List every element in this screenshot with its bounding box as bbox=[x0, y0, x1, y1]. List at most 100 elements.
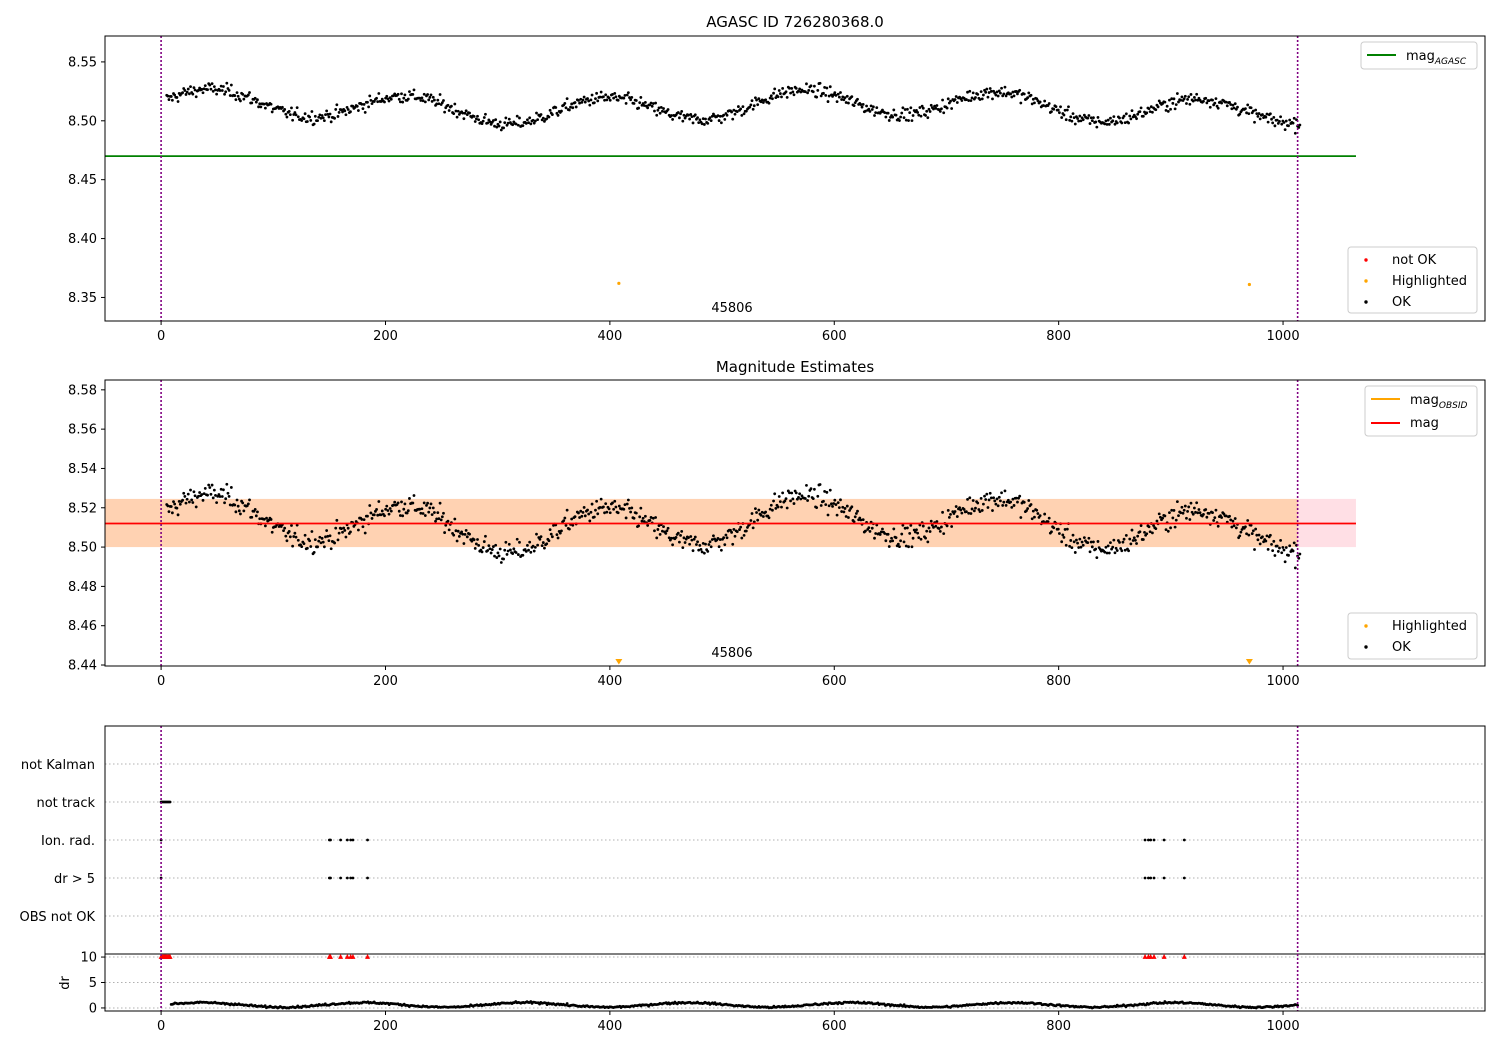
ok-point bbox=[1090, 119, 1094, 123]
ok-point bbox=[1231, 519, 1235, 523]
ok-point bbox=[524, 121, 528, 125]
ok-point bbox=[891, 539, 895, 543]
ok-point bbox=[659, 105, 663, 109]
ok-point bbox=[1104, 545, 1108, 549]
ok-point bbox=[429, 93, 433, 97]
ok-point bbox=[1251, 529, 1255, 533]
ok-point bbox=[480, 122, 484, 126]
ok-point bbox=[649, 101, 653, 105]
ok-point bbox=[684, 537, 688, 541]
ok-point bbox=[328, 112, 332, 116]
ok-point bbox=[181, 498, 184, 502]
ok-point bbox=[1086, 116, 1090, 120]
ok-point bbox=[428, 95, 432, 99]
ok-point bbox=[695, 543, 698, 546]
ok-point bbox=[1010, 95, 1014, 99]
ok-point bbox=[843, 507, 847, 510]
ok-point bbox=[1166, 109, 1170, 113]
ok-point bbox=[924, 114, 927, 117]
ok-point bbox=[958, 506, 961, 510]
ok-point bbox=[679, 112, 682, 116]
ok-point bbox=[1064, 118, 1068, 122]
ok-point bbox=[924, 536, 927, 540]
ok-point bbox=[901, 523, 905, 527]
magnitude-ytick-label: 8.44 bbox=[68, 659, 97, 674]
ok-point bbox=[263, 524, 267, 528]
dr-above-threshold-marker bbox=[1151, 954, 1157, 959]
ok-point bbox=[236, 504, 240, 508]
ok-point bbox=[1056, 108, 1060, 112]
ok-point bbox=[1185, 516, 1188, 520]
ok-point bbox=[293, 111, 297, 114]
ok-point bbox=[780, 505, 783, 509]
ok-point bbox=[1056, 527, 1060, 531]
ok-point bbox=[531, 118, 535, 122]
ok-point bbox=[1188, 102, 1192, 106]
ok-point bbox=[503, 548, 507, 552]
ok-point bbox=[516, 553, 520, 556]
ok-point bbox=[454, 109, 458, 113]
ok-point bbox=[191, 501, 195, 504]
dr-above-threshold-marker bbox=[167, 954, 173, 959]
ok-point bbox=[738, 528, 741, 531]
ok-point bbox=[682, 536, 686, 540]
ok-point bbox=[623, 503, 627, 507]
ok-point bbox=[1136, 534, 1140, 538]
ok-point bbox=[357, 528, 360, 532]
ok-point bbox=[886, 111, 890, 115]
ok-point bbox=[1189, 93, 1193, 96]
ok-point bbox=[257, 105, 260, 109]
ok-point bbox=[589, 98, 593, 102]
ok-point bbox=[191, 92, 195, 96]
ok-point bbox=[1186, 97, 1189, 101]
ok-point bbox=[733, 112, 737, 116]
ok-point bbox=[1046, 520, 1050, 524]
ok-point bbox=[1251, 109, 1255, 113]
ok-point bbox=[170, 98, 174, 102]
ok-point bbox=[1191, 99, 1195, 103]
ok-point bbox=[207, 483, 211, 487]
ok-point bbox=[646, 524, 650, 527]
ok-point bbox=[717, 119, 721, 122]
ok-point bbox=[634, 99, 638, 102]
ok-point bbox=[1171, 516, 1175, 520]
ok-point bbox=[698, 543, 702, 547]
ok-point bbox=[184, 501, 188, 505]
ok-point bbox=[655, 536, 659, 540]
ok-point bbox=[887, 545, 891, 548]
ok-point bbox=[632, 102, 636, 105]
ok-point bbox=[983, 88, 986, 92]
ok-point bbox=[926, 116, 930, 120]
ok-point bbox=[1046, 104, 1050, 107]
ok-point bbox=[543, 546, 546, 550]
dr-ytick-label: 0 bbox=[89, 1001, 97, 1016]
ok-point bbox=[1118, 116, 1121, 120]
ok-point bbox=[709, 119, 713, 123]
ok-point bbox=[494, 543, 498, 547]
agasc-panel-title: AGASC ID 726280368.0 bbox=[706, 13, 884, 31]
ok-point bbox=[1109, 116, 1112, 120]
ok-point bbox=[859, 103, 863, 106]
ok-point bbox=[574, 105, 578, 109]
ok-point bbox=[1058, 111, 1061, 115]
ok-point bbox=[587, 512, 591, 516]
ok-point bbox=[369, 98, 373, 102]
ok-point bbox=[841, 505, 845, 509]
ok-point bbox=[697, 548, 701, 552]
ok-point bbox=[233, 94, 237, 97]
ok-point bbox=[842, 98, 846, 102]
ok-point bbox=[1228, 514, 1231, 518]
ok-point bbox=[1171, 101, 1175, 105]
ok-point bbox=[236, 94, 240, 98]
ok-point bbox=[967, 99, 971, 102]
ok-point bbox=[1114, 546, 1118, 550]
dr-above-threshold-marker bbox=[1181, 954, 1187, 959]
ok-point bbox=[1127, 549, 1130, 553]
ok-point bbox=[569, 105, 572, 109]
ok-point bbox=[798, 492, 802, 496]
ok-point bbox=[1288, 118, 1292, 122]
ok-point bbox=[166, 504, 170, 508]
ok-point bbox=[1211, 511, 1214, 515]
ok-point bbox=[657, 106, 661, 110]
ok-point bbox=[918, 106, 922, 109]
